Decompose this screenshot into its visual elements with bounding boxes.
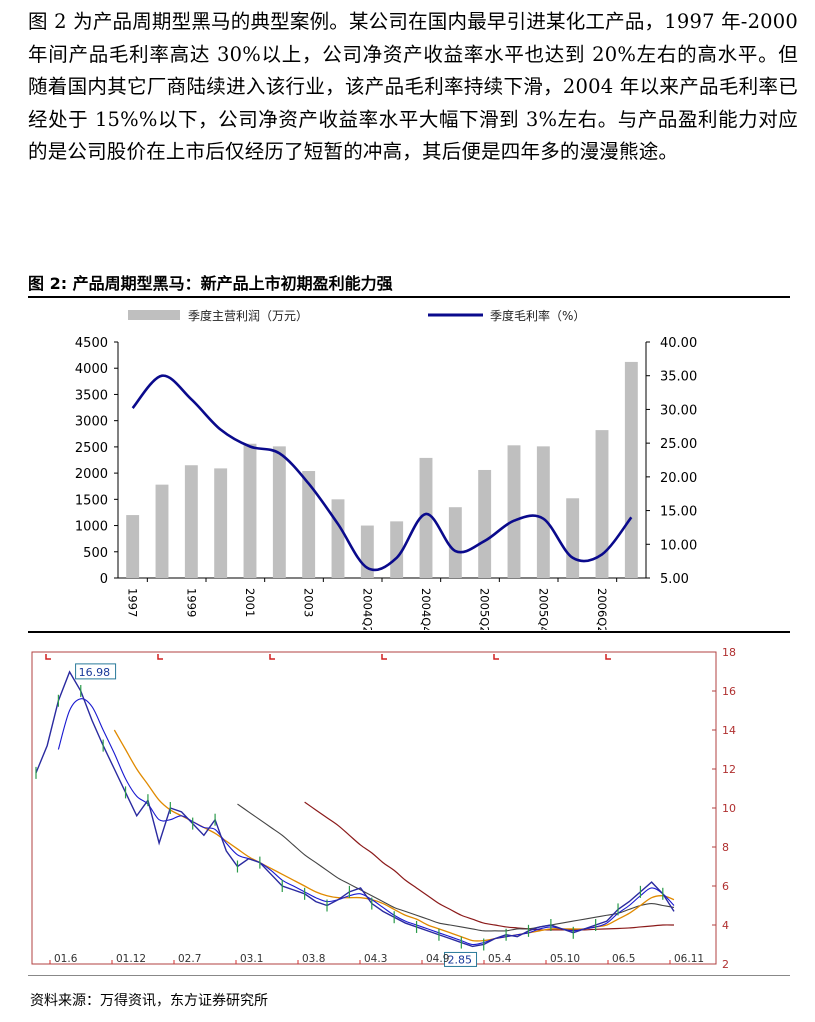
profit-bar	[126, 515, 140, 578]
figure-top-rule	[28, 296, 790, 298]
profit-bar	[272, 446, 286, 578]
low-annotation-box	[444, 951, 478, 967]
left-tick-label: 1000	[75, 520, 108, 535]
x-tick-label: 1999	[184, 588, 198, 617]
bottom-rule	[28, 975, 790, 976]
top-marker	[45, 654, 51, 660]
price-x-tick-label: 02.7	[178, 953, 201, 965]
profit-bar	[214, 468, 228, 578]
profit-bar	[155, 484, 169, 578]
top-marker	[605, 654, 611, 660]
price-y-tick-label: 10	[722, 802, 736, 815]
legend-bar-swatch	[128, 310, 180, 320]
left-tick-label: 3000	[75, 415, 108, 430]
low-annotation-label: 2.85	[448, 953, 473, 966]
price-plot-frame	[31, 651, 717, 965]
profit-bar	[595, 430, 609, 578]
left-tick-label: 500	[83, 546, 108, 561]
intro-paragraph: 图 2 为产品周期型黑马的典型案例。某公司在国内最早引进某化工产品，1997 年…	[28, 10, 798, 163]
x-tick-label: 2001	[243, 588, 257, 617]
x-tick-label: 1997	[126, 588, 140, 617]
x-tick-label: 2004Q2	[360, 588, 374, 630]
top-marker	[381, 654, 387, 660]
right-tick-label: 25.00	[660, 437, 697, 452]
price-y-tick-label: 16	[722, 685, 736, 698]
right-tick-label: 40.00	[660, 336, 697, 351]
price-x-tick-label: 01.6	[54, 953, 78, 965]
legend-bar-label: 季度主营利润（万元）	[188, 308, 308, 323]
high-annotation-box	[75, 663, 117, 680]
right-tick-label: 20.00	[660, 471, 697, 486]
chart-separator-rule	[28, 631, 790, 633]
top-marker	[493, 654, 499, 660]
high-annotation-label: 16.98	[79, 666, 111, 679]
right-tick-label: 10.00	[660, 538, 697, 553]
profit-bar	[390, 521, 404, 578]
price-x-tick-label: 01.12	[116, 953, 146, 965]
x-tick-label: 2005Q4	[536, 588, 550, 630]
price-y-tick-label: 18	[722, 648, 736, 659]
price-x-tick-label: 04.9	[426, 953, 449, 965]
top-marker	[157, 654, 163, 660]
price-y-tick-label: 14	[722, 724, 736, 737]
x-tick-label: 2005Q2	[478, 588, 492, 630]
left-tick-label: 2500	[75, 441, 108, 456]
profit-bar	[419, 457, 433, 578]
price-x-tick-label: 05.10	[550, 953, 580, 965]
stock-price-chart: 18 16 14 12 10 8 6 4 2 16.98 2.85 01.6 01.12 02.7 03.1…	[31, 648, 736, 971]
profit-bar	[331, 499, 345, 578]
profit-bar	[184, 465, 198, 578]
ma_longest-line	[304, 801, 675, 931]
margin-line	[131, 374, 633, 572]
price-line	[35, 670, 675, 948]
left-tick-label: 2000	[75, 467, 108, 482]
price-y-tick-label: 6	[722, 880, 729, 893]
left-tick-label: 0	[100, 572, 108, 587]
price-x-tick-label: 04.3	[364, 953, 387, 965]
profit-bar	[302, 471, 316, 578]
price-x-tick-label: 06.11	[674, 953, 704, 965]
right-tick-label: 35.00	[660, 370, 697, 385]
price-y-tick-label: 8	[722, 841, 729, 854]
profit-margin-chart: 季度主营利润（万元） 季度毛利率（%） 4500 4000 3500 3000 2500 20…	[75, 308, 697, 630]
profit-bar	[566, 498, 580, 578]
profit-bar	[624, 361, 638, 578]
source-note: 资料来源：万得资讯，东方证券研究所	[30, 993, 268, 1009]
price-x-tick-label: 03.1	[240, 953, 263, 965]
x-tick-label: 2003	[302, 588, 316, 617]
profit-bar	[478, 469, 492, 578]
right-tick-label: 30.00	[660, 403, 697, 418]
profit-bar	[536, 446, 550, 578]
profit-bar	[448, 507, 462, 578]
figure-title: 图 2: 产品周期型黑马：新产品上市初期盈利能力强	[28, 274, 393, 293]
legend-line-label: 季度毛利率（%）	[490, 308, 585, 323]
left-tick-label: 1500	[75, 493, 108, 508]
profit-bar	[243, 443, 257, 578]
left-tick-label: 4000	[75, 362, 108, 377]
profit-bar	[507, 445, 521, 578]
x-tick-label: 2006Q2	[595, 588, 609, 630]
left-tick-label: 3500	[75, 388, 108, 403]
price-y-tick-label: 2	[722, 958, 729, 971]
left-tick-label: 4500	[75, 336, 108, 351]
price-y-tick-label: 4	[722, 919, 729, 932]
price-x-tick-label: 05.4	[488, 953, 512, 965]
x-tick-label: 2004Q4	[419, 588, 433, 630]
right-tick-label: 5.00	[660, 572, 689, 587]
right-tick-label: 15.00	[660, 505, 697, 520]
price-y-tick-label: 12	[722, 763, 736, 776]
ma_long-line	[237, 803, 675, 932]
price-x-tick-label: 06.5	[612, 953, 635, 965]
top-marker	[269, 654, 275, 660]
price-x-tick-label: 03.8	[302, 953, 325, 965]
